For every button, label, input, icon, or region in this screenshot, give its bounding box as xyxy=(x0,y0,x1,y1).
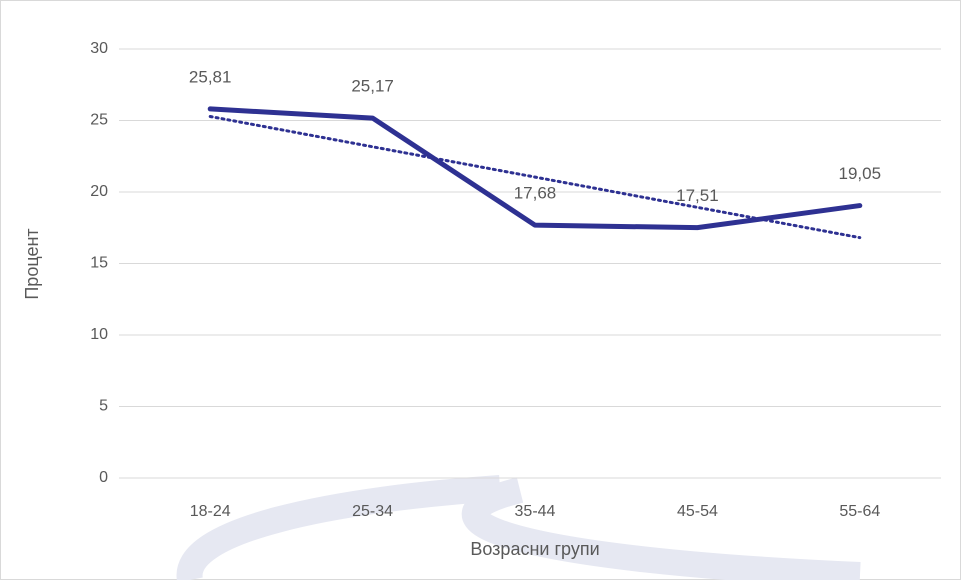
x-tick-label: 25-34 xyxy=(352,503,393,520)
y-tick-label: 5 xyxy=(99,398,108,415)
data-line xyxy=(207,106,863,231)
y-tick-label: 30 xyxy=(90,40,108,57)
x-tick-label: 35-44 xyxy=(515,503,556,520)
y-tick-label: 15 xyxy=(90,255,108,272)
data-label: 25,17 xyxy=(351,77,394,96)
y-tick-label: 0 xyxy=(99,469,108,486)
y-tick-label: 10 xyxy=(90,326,108,343)
y-axis-label: Процент xyxy=(22,228,42,299)
watermark-road xyxy=(461,477,861,580)
data-label: 25,81 xyxy=(189,67,232,86)
watermark xyxy=(176,475,861,580)
x-tick-label: 45-54 xyxy=(677,503,718,520)
data-label: 19,05 xyxy=(839,164,882,183)
data-label: 17,68 xyxy=(514,184,557,203)
x-tick-label: 18-24 xyxy=(190,503,231,520)
watermark-road xyxy=(176,475,501,580)
x-axis-label: Возрасни групи xyxy=(470,539,599,559)
trendline xyxy=(208,114,862,240)
x-tick-label: 55-64 xyxy=(839,503,880,520)
y-tick-label: 25 xyxy=(90,112,108,129)
y-tick-label: 20 xyxy=(90,183,108,200)
data-label: 17,51 xyxy=(676,186,719,205)
